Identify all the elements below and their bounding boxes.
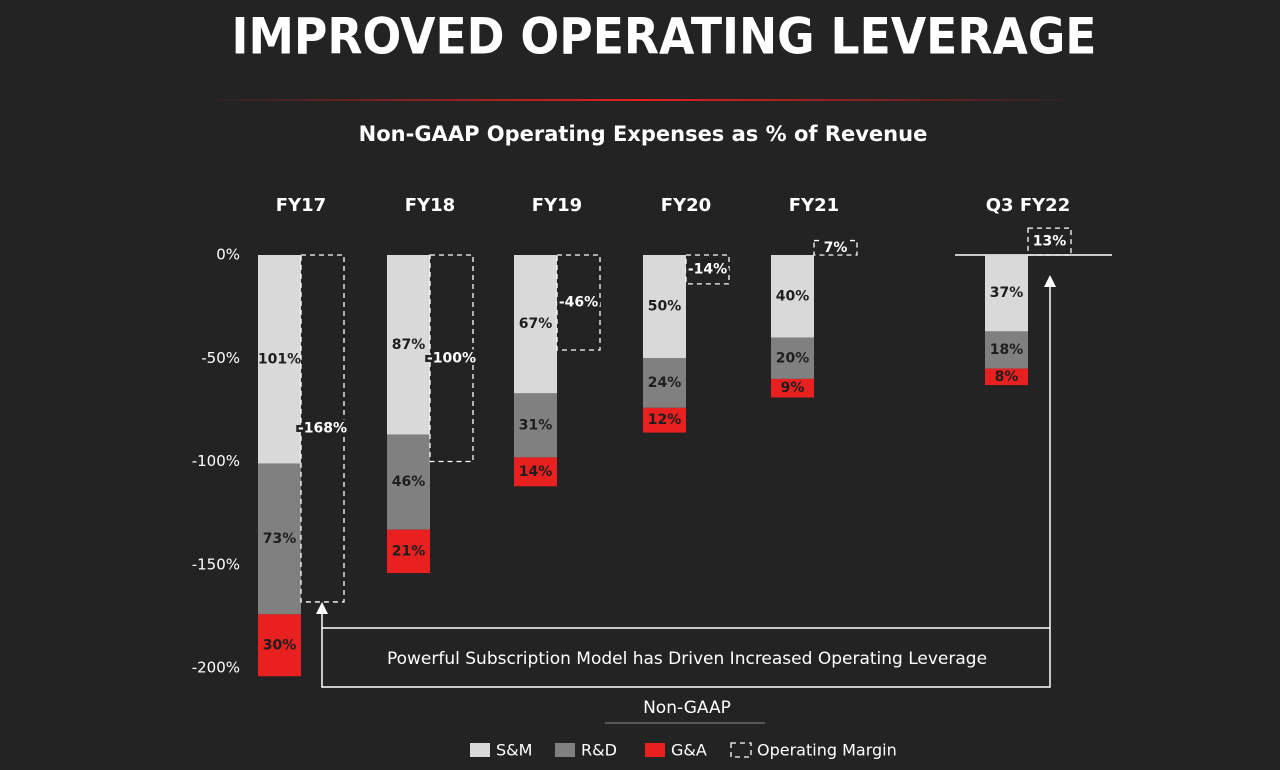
x-tick-label: FY19 [532,195,582,216]
bar-segment [643,407,686,433]
bar-label: 46% [392,474,426,490]
bar-label: 73% [263,531,297,547]
margin-label: -100% [427,350,476,366]
margin-label: 13% [1033,234,1067,250]
bar-label: 24% [648,375,682,391]
bar-segment [643,255,686,359]
annotation: Powerful Subscription Model has Driven I… [387,649,987,669]
bar-label: 31% [519,417,553,433]
bar-label: 12% [648,412,682,428]
x-tick-label: FY20 [661,195,711,216]
y-tick-label: -50% [201,349,240,367]
bar-label: 40% [776,288,810,304]
y-tick-label: -100% [192,452,240,470]
margin-box [813,239,858,256]
margin-box [685,254,730,285]
bar-label: 14% [519,464,553,480]
bar-segment [514,393,557,458]
bar-label: 30% [263,637,297,653]
x-tick-label: Q3 FY22 [986,195,1070,216]
chart-title: IMPROVED OPERATING LEVERAGE [232,8,1097,66]
margin-box [300,254,345,603]
legend-label: R&D [581,741,617,760]
footnote: Non-GAAP [643,698,731,718]
bar-segment [771,378,814,398]
y-tick-label: -150% [192,555,240,573]
bar-label: 9% [781,380,805,396]
title-rule [200,99,1080,101]
chart-subtitle: Non-GAAP Operating Expenses as % of Reve… [359,122,928,146]
bar-segment [258,255,301,464]
legend-label: S&M [496,741,532,760]
bar-label: 37% [990,285,1024,301]
bar-label: 101% [258,351,301,367]
bar-label: 87% [392,337,426,353]
y-tick-label: 0% [216,246,240,264]
x-tick-label: FY17 [276,195,326,216]
margin-label: -46% [559,294,598,310]
bar-segment [387,255,430,435]
legend-label: Operating Margin [757,741,897,760]
y-tick-label: -200% [192,659,240,677]
x-tick-label: FY18 [405,195,455,216]
bar-label: 67% [519,316,553,332]
bar-segment [771,255,814,338]
bar-label: 8% [995,369,1019,385]
bar-label: 18% [990,342,1024,358]
legend-swatch [470,743,490,757]
margin-label: -14% [688,261,727,277]
bar-segment [985,368,1028,386]
bar-label: 20% [776,350,810,366]
bar-segment [514,457,557,487]
bar-segment [771,337,814,379]
legend-swatch [645,743,665,757]
x-tick-label: FY21 [789,195,839,216]
bar-segment [643,358,686,408]
bar-segment [387,434,430,530]
annotation-arrow [321,285,1051,688]
margin-box [1027,227,1072,256]
bar-segment [985,255,1028,332]
bar-label: 21% [392,543,426,559]
legend-label: G&A [671,741,707,760]
bar-segment [985,331,1028,369]
margin-label: 7% [824,240,848,256]
bar-segment [387,529,430,574]
bar-segment [514,255,557,394]
legend-swatch [730,742,752,758]
bar-segment [258,614,301,677]
margin-box [429,254,474,463]
bar-label: 50% [648,299,682,315]
margin-label: -168% [298,420,347,436]
margin-box [556,254,601,351]
legend-swatch [555,743,575,757]
bar-segment [258,463,301,615]
